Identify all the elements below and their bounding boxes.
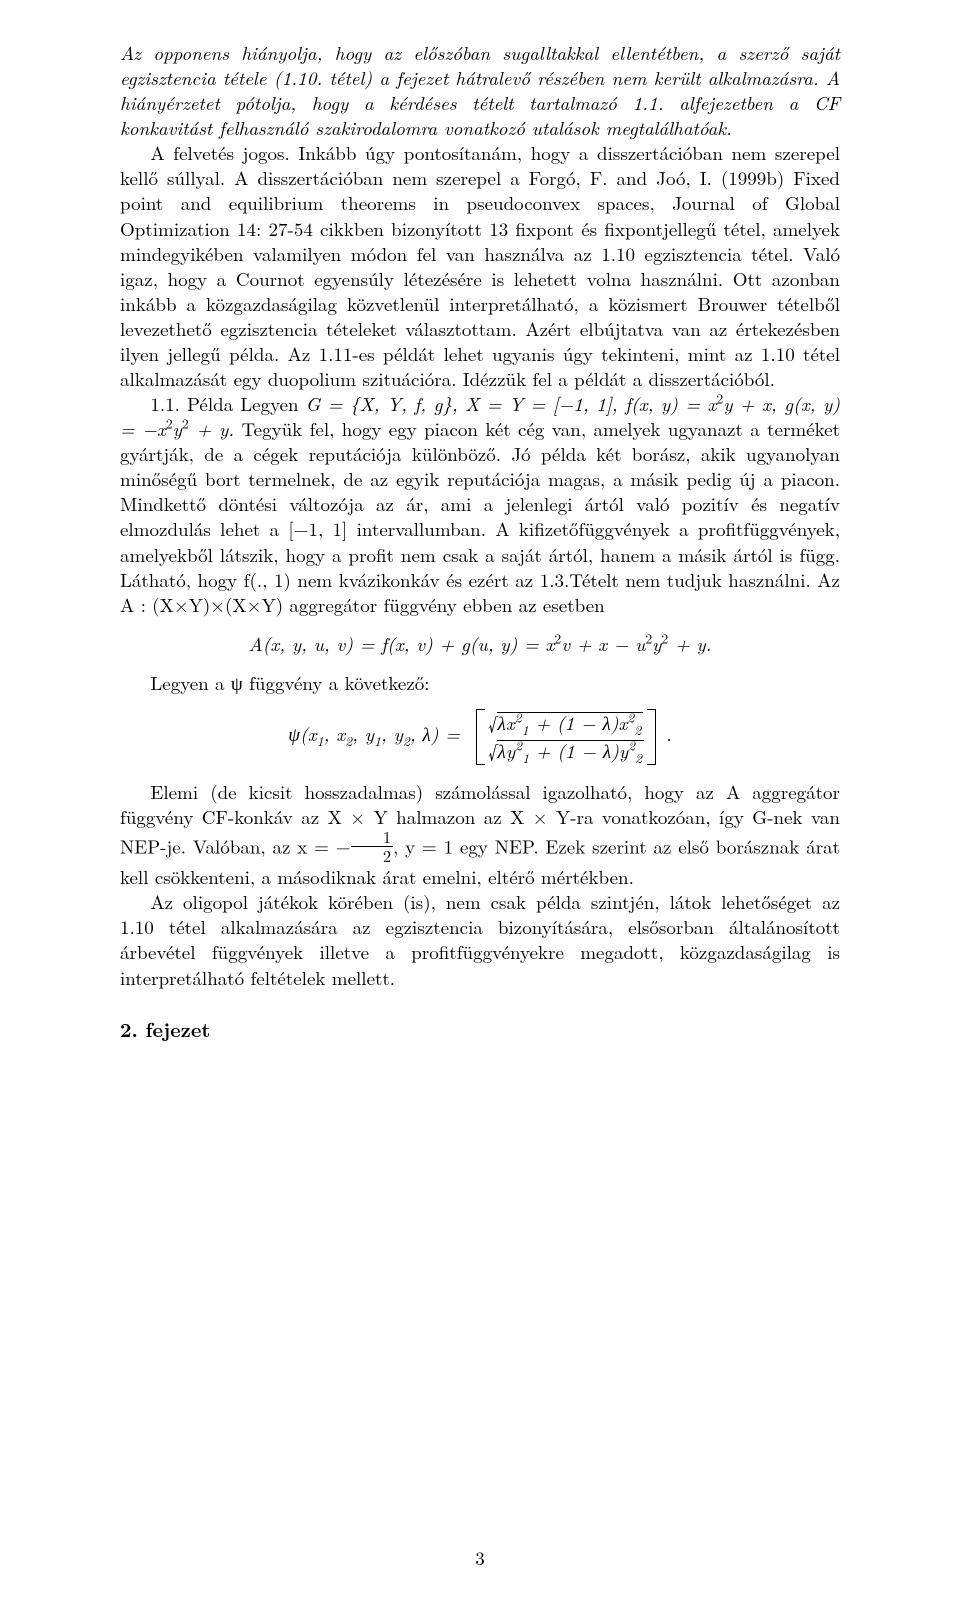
example-text: Tegyük fel, hogy egy piacon két cég van,… bbox=[120, 415, 840, 618]
opponent-remark: Az opponens hiányolja, hogy az előszóban… bbox=[120, 40, 840, 140]
chapter-2-heading: 2. fejezet bbox=[120, 1016, 840, 1042]
example-label: 1.1. Példa Legyen bbox=[150, 390, 305, 417]
oligopol-para: Az oligopol játékok körében (is), nem cs… bbox=[120, 889, 840, 989]
nep-para: Elemi (de kicsit hosszadalmas) számoláss… bbox=[120, 779, 840, 890]
page-number: 3 bbox=[0, 1545, 960, 1570]
response-para-1: A felvetés jogos. Inkább úgy pontosítaná… bbox=[120, 140, 840, 391]
fraction-half: 12 bbox=[351, 829, 393, 864]
psi-intro: Legyen a ψ függvény a következő: bbox=[120, 670, 840, 695]
equation-A: A(x, y, u, v) = f(x, v) + g(u, y) = x2v … bbox=[120, 631, 840, 656]
example-1-1: 1.1. Példa Legyen G = {X, Y, f, g}, X = … bbox=[120, 391, 840, 617]
equation-psi: ψ(x1, x2, y1, y2, λ) = √λx21 + (1 − λ)x2… bbox=[120, 709, 840, 765]
page: Az opponens hiányolja, hogy az előszóban… bbox=[0, 0, 960, 1600]
